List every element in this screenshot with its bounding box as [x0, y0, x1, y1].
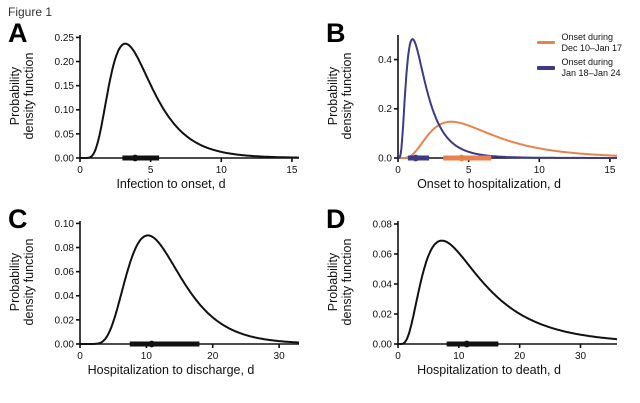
- svg-text:20: 20: [207, 351, 219, 362]
- panel-c-plot-area: 0 10 20 30 0.00 0.02 0.04 0.06 0.08 0.10: [55, 219, 300, 362]
- svg-text:10: 10: [534, 165, 546, 176]
- panel-b-plot-area: 0 5 10 15 0.0 0.2 0.4: [378, 35, 618, 176]
- panel-d: D Probability density function 0 10 20 30 0.…: [324, 204, 626, 392]
- panel-d-letter: D: [326, 204, 346, 234]
- panel-b: B Probability density function 0 5 10 15 0.0…: [324, 18, 626, 206]
- svg-text:0.04: 0.04: [55, 291, 75, 302]
- svg-text:0.0: 0.0: [378, 153, 392, 164]
- svg-text:0.20: 0.20: [55, 57, 75, 68]
- panel-a-y-axis-label: Probability density function: [8, 52, 36, 140]
- svg-text:0.02: 0.02: [55, 315, 75, 326]
- panel-a-letter: A: [8, 18, 28, 48]
- panel-b-x-axis-label: Onset to hospitalization, d: [417, 177, 561, 191]
- svg-text:0.06: 0.06: [55, 267, 75, 278]
- panel-grid: A Probability density function 0 5 10 15 0.0…: [0, 19, 640, 392]
- svg-text:15: 15: [286, 165, 298, 176]
- svg-text:0.05: 0.05: [55, 129, 75, 140]
- legend-item-dec10-jan17: Onset during Dec 10–Jan 17: [537, 32, 622, 53]
- svg-text:0.00: 0.00: [55, 153, 75, 164]
- panel-c-letter: C: [8, 204, 28, 234]
- panel-b-letter: B: [326, 18, 346, 48]
- svg-text:10: 10: [216, 165, 228, 176]
- panel-a-x-axis-label: Infection to onset, d: [116, 177, 226, 191]
- svg-text:0.04: 0.04: [373, 279, 393, 290]
- svg-text:10: 10: [453, 351, 465, 362]
- legend-item-jan18-jan24: Onset during Jan 18–Jan 24: [537, 57, 622, 78]
- panel-d-x-axis-label: Hospitalization to death, d: [417, 363, 561, 377]
- svg-text:0.08: 0.08: [55, 243, 75, 254]
- svg-text:0.10: 0.10: [55, 105, 75, 116]
- svg-text:0.02: 0.02: [373, 309, 393, 320]
- svg-text:5: 5: [466, 165, 472, 176]
- svg-text:0.08: 0.08: [373, 219, 393, 230]
- legend-label: Onset during Jan 18–Jan 24: [561, 57, 621, 78]
- panel-c-x-axis-label: Hospitalization to discharge, d: [87, 363, 255, 377]
- legend-swatch-navy-icon: [537, 66, 556, 70]
- legend-label: Onset during Dec 10–Jan 17: [561, 32, 622, 53]
- panel-d-plot-area: 0 10 20 30 0.00 0.02 0.04 0.06 0.08: [373, 219, 618, 362]
- svg-text:0.10: 0.10: [55, 219, 75, 230]
- svg-text:0: 0: [77, 165, 83, 176]
- svg-text:0.00: 0.00: [55, 339, 75, 350]
- svg-text:0.4: 0.4: [378, 55, 392, 66]
- svg-text:20: 20: [514, 351, 526, 362]
- svg-text:10: 10: [141, 351, 153, 362]
- panel-c: C Probability density function 0 10 20 30 0.…: [6, 204, 308, 392]
- svg-text:30: 30: [575, 351, 587, 362]
- figure-title: Figure 1: [8, 5, 53, 19]
- svg-text:0: 0: [395, 165, 401, 176]
- svg-text:0.25: 0.25: [55, 33, 75, 44]
- legend: Onset during Dec 10–Jan 17 Onset during …: [537, 32, 622, 82]
- panel-a-plot-area: 0 5 10 15 0.00 0.05 0.10 0.15 0.20 0.25: [55, 33, 300, 176]
- panel-c-y-axis-label: Probability density function: [8, 238, 36, 326]
- svg-text:0.2: 0.2: [378, 104, 392, 115]
- svg-text:30: 30: [274, 351, 286, 362]
- panel-b-y-axis-label: Probability density function: [326, 52, 354, 140]
- svg-text:0: 0: [395, 351, 401, 362]
- svg-text:0: 0: [77, 351, 83, 362]
- panel-d-y-axis-label: Probability density function: [326, 238, 354, 326]
- legend-swatch-orange-icon: [537, 40, 556, 45]
- svg-text:15: 15: [604, 165, 616, 176]
- svg-text:0.15: 0.15: [55, 81, 75, 92]
- svg-text:0.00: 0.00: [373, 339, 393, 350]
- svg-text:5: 5: [148, 165, 154, 176]
- svg-text:0.06: 0.06: [373, 249, 393, 260]
- panel-a: A Probability density function 0 5 10 15 0.0…: [6, 18, 308, 206]
